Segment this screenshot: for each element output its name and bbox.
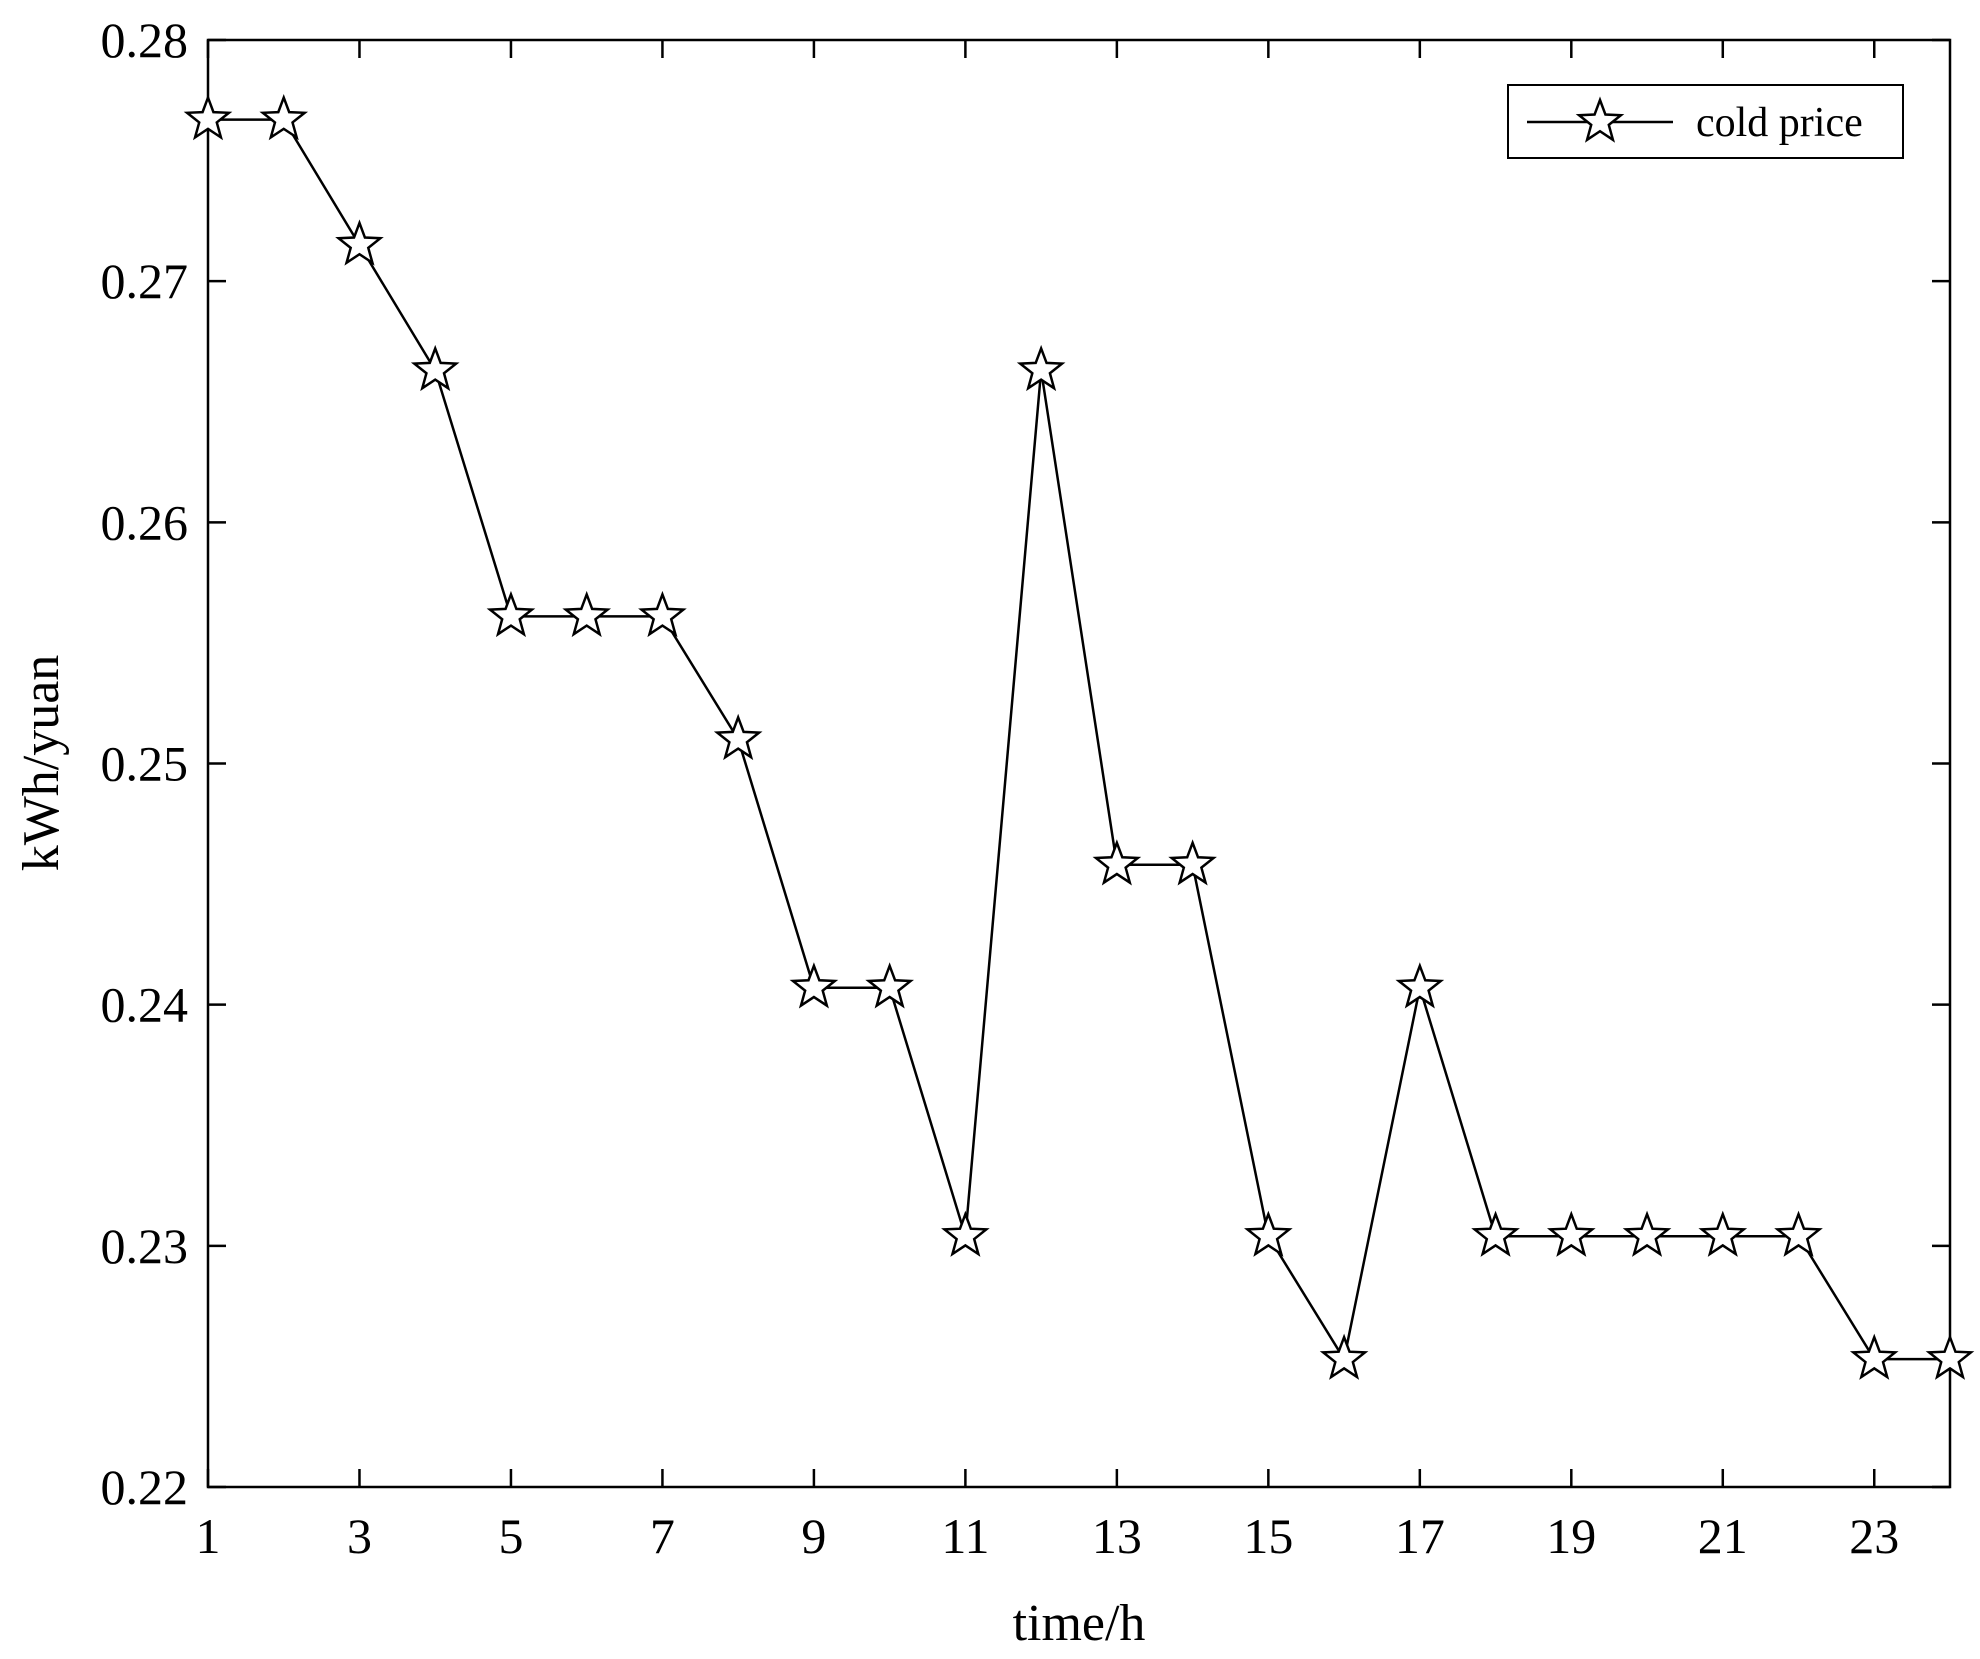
x-tick-label: 17 <box>1395 1508 1445 1564</box>
x-tick-label: 11 <box>941 1508 989 1564</box>
data-point-star <box>486 590 536 638</box>
y-tick-label: 0.28 <box>101 12 189 68</box>
data-point-star <box>1168 839 1217 886</box>
plot-area <box>206 38 1952 1489</box>
data-point-star <box>1546 1210 1596 1257</box>
data-point-star <box>1774 1210 1823 1257</box>
y-axis-title: kWh/yuan <box>13 655 70 872</box>
legend-star-icon <box>1575 96 1625 143</box>
x-tick-label: 7 <box>650 1508 675 1564</box>
legend: cold price <box>1507 84 1904 159</box>
y-tick-label: 0.26 <box>101 494 189 550</box>
series-markers <box>183 94 1975 1380</box>
data-point-star <box>865 962 914 1009</box>
x-tick-label: 23 <box>1849 1508 1899 1564</box>
y-tick-label: 0.23 <box>101 1218 189 1274</box>
x-tick-label: 5 <box>498 1508 523 1564</box>
data-point-star <box>1319 1333 1369 1380</box>
data-point-star <box>1092 839 1142 886</box>
data-point-star <box>1698 1210 1748 1257</box>
data-point-star <box>713 713 763 761</box>
x-axis-title: time/h <box>1013 1595 1146 1652</box>
y-tick-label: 0.27 <box>101 253 189 309</box>
data-point-star <box>1395 962 1445 1009</box>
x-tick-label: 9 <box>801 1508 826 1564</box>
legend-star-marker <box>1575 96 1625 143</box>
data-point-star <box>1849 1333 1899 1380</box>
data-point-star <box>638 590 687 638</box>
y-axis: 0.22 0.23 0.24 0.25 0.26 0.27 0.28 <box>101 12 1950 1515</box>
x-tick-label: 1 <box>196 1508 221 1564</box>
x-tick-label: 3 <box>347 1508 372 1564</box>
data-point-star <box>562 590 612 638</box>
data-point-star <box>410 344 460 392</box>
data-point-star <box>941 1210 990 1257</box>
data-point-star <box>1244 1210 1293 1257</box>
data-point-star <box>1016 344 1066 392</box>
y-tick-label: 0.22 <box>101 1459 189 1515</box>
data-point-star <box>1471 1210 1520 1257</box>
x-tick-label: 21 <box>1698 1508 1748 1564</box>
legend-label: cold price <box>1696 100 1863 146</box>
y-tick-label: 0.25 <box>101 736 189 792</box>
data-point-star <box>335 219 384 266</box>
x-tick-label: 19 <box>1546 1508 1596 1564</box>
x-tick-label: 13 <box>1092 1508 1142 1564</box>
data-point-star <box>789 962 839 1009</box>
y-tick-label: 0.24 <box>101 977 189 1033</box>
data-point-star <box>1925 1333 1975 1380</box>
x-axis: 1 3 5 7 9 11 13 15 17 19 21 23 <box>196 40 1899 1564</box>
x-tick-label: 15 <box>1243 1508 1293 1564</box>
data-point-star <box>1622 1210 1672 1257</box>
data-point-star <box>183 94 233 141</box>
data-point-star <box>259 94 309 141</box>
